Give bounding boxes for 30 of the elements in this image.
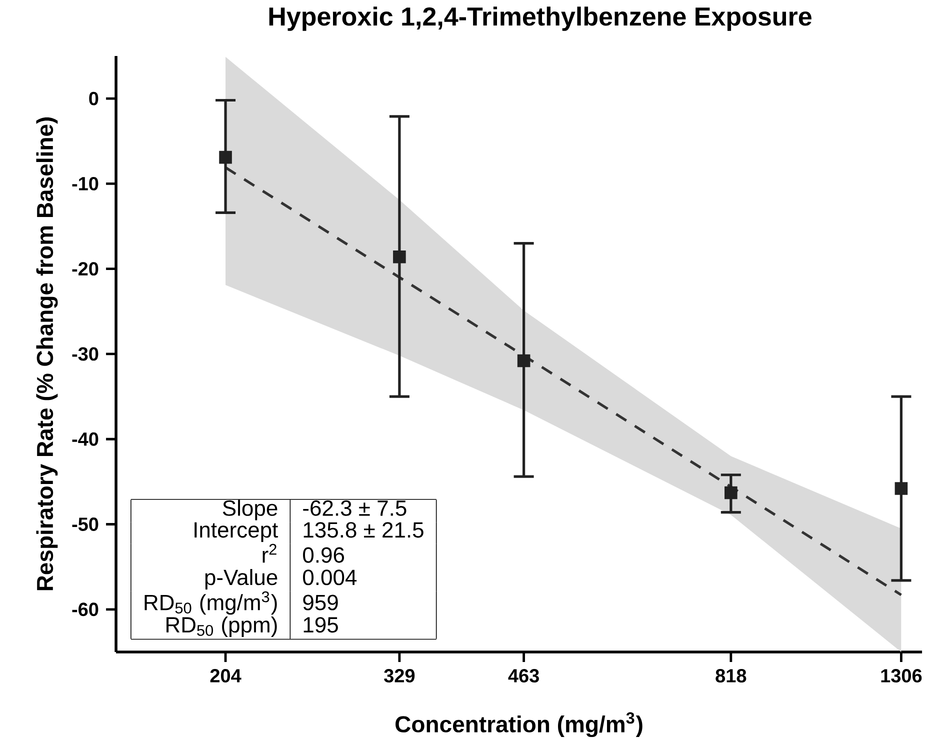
y-axis-title: Respiratory Rate (% Change from Baseline) (36, 117, 58, 590)
y-tick-label: -60 (72, 602, 98, 616)
point (219, 150, 232, 164)
x-axis-title: Concentration (mg/m$^{3}$) (396, 712, 642, 738)
x-tick-label: 463 (508, 669, 539, 683)
annotation: Intercept (194, 522, 278, 542)
annotation: 959 (303, 594, 338, 610)
x-tick-label: 818 (716, 669, 746, 683)
y-tick-label: -10 (72, 176, 98, 190)
annotation: p-Value (205, 569, 278, 590)
point (724, 486, 738, 500)
y-tick-label: 0 (89, 92, 98, 106)
y-tick-label: -50 (72, 518, 98, 531)
annotation: 0.96 (303, 547, 344, 563)
chart-title: Hyperoxic 1,2,4-Trimethylbenzene Exposure (269, 6, 812, 31)
annotation: 195 (304, 617, 338, 633)
y-tick-label: -30 (72, 347, 98, 361)
y-tick-label: -40 (72, 432, 98, 446)
annotation: r$^{2}$ (262, 544, 276, 563)
y-tick-label: -20 (72, 262, 98, 276)
annotation: 135.8 ± 21.5 (304, 522, 424, 538)
annotation: RD$_{50}$ (mg/m$^{3}$) (144, 591, 277, 615)
x-tick-label: 329 (384, 669, 415, 683)
annotation: 0.004 (303, 570, 357, 586)
x-tick-label: 204 (210, 669, 242, 683)
x-tick-label: 1306 (881, 669, 922, 683)
annotation: Slope (222, 500, 278, 520)
point (894, 482, 908, 495)
annotation: -62.3 ± 7.5 (303, 500, 406, 516)
annotation: RD$_{50}$ (ppm) (166, 616, 277, 637)
